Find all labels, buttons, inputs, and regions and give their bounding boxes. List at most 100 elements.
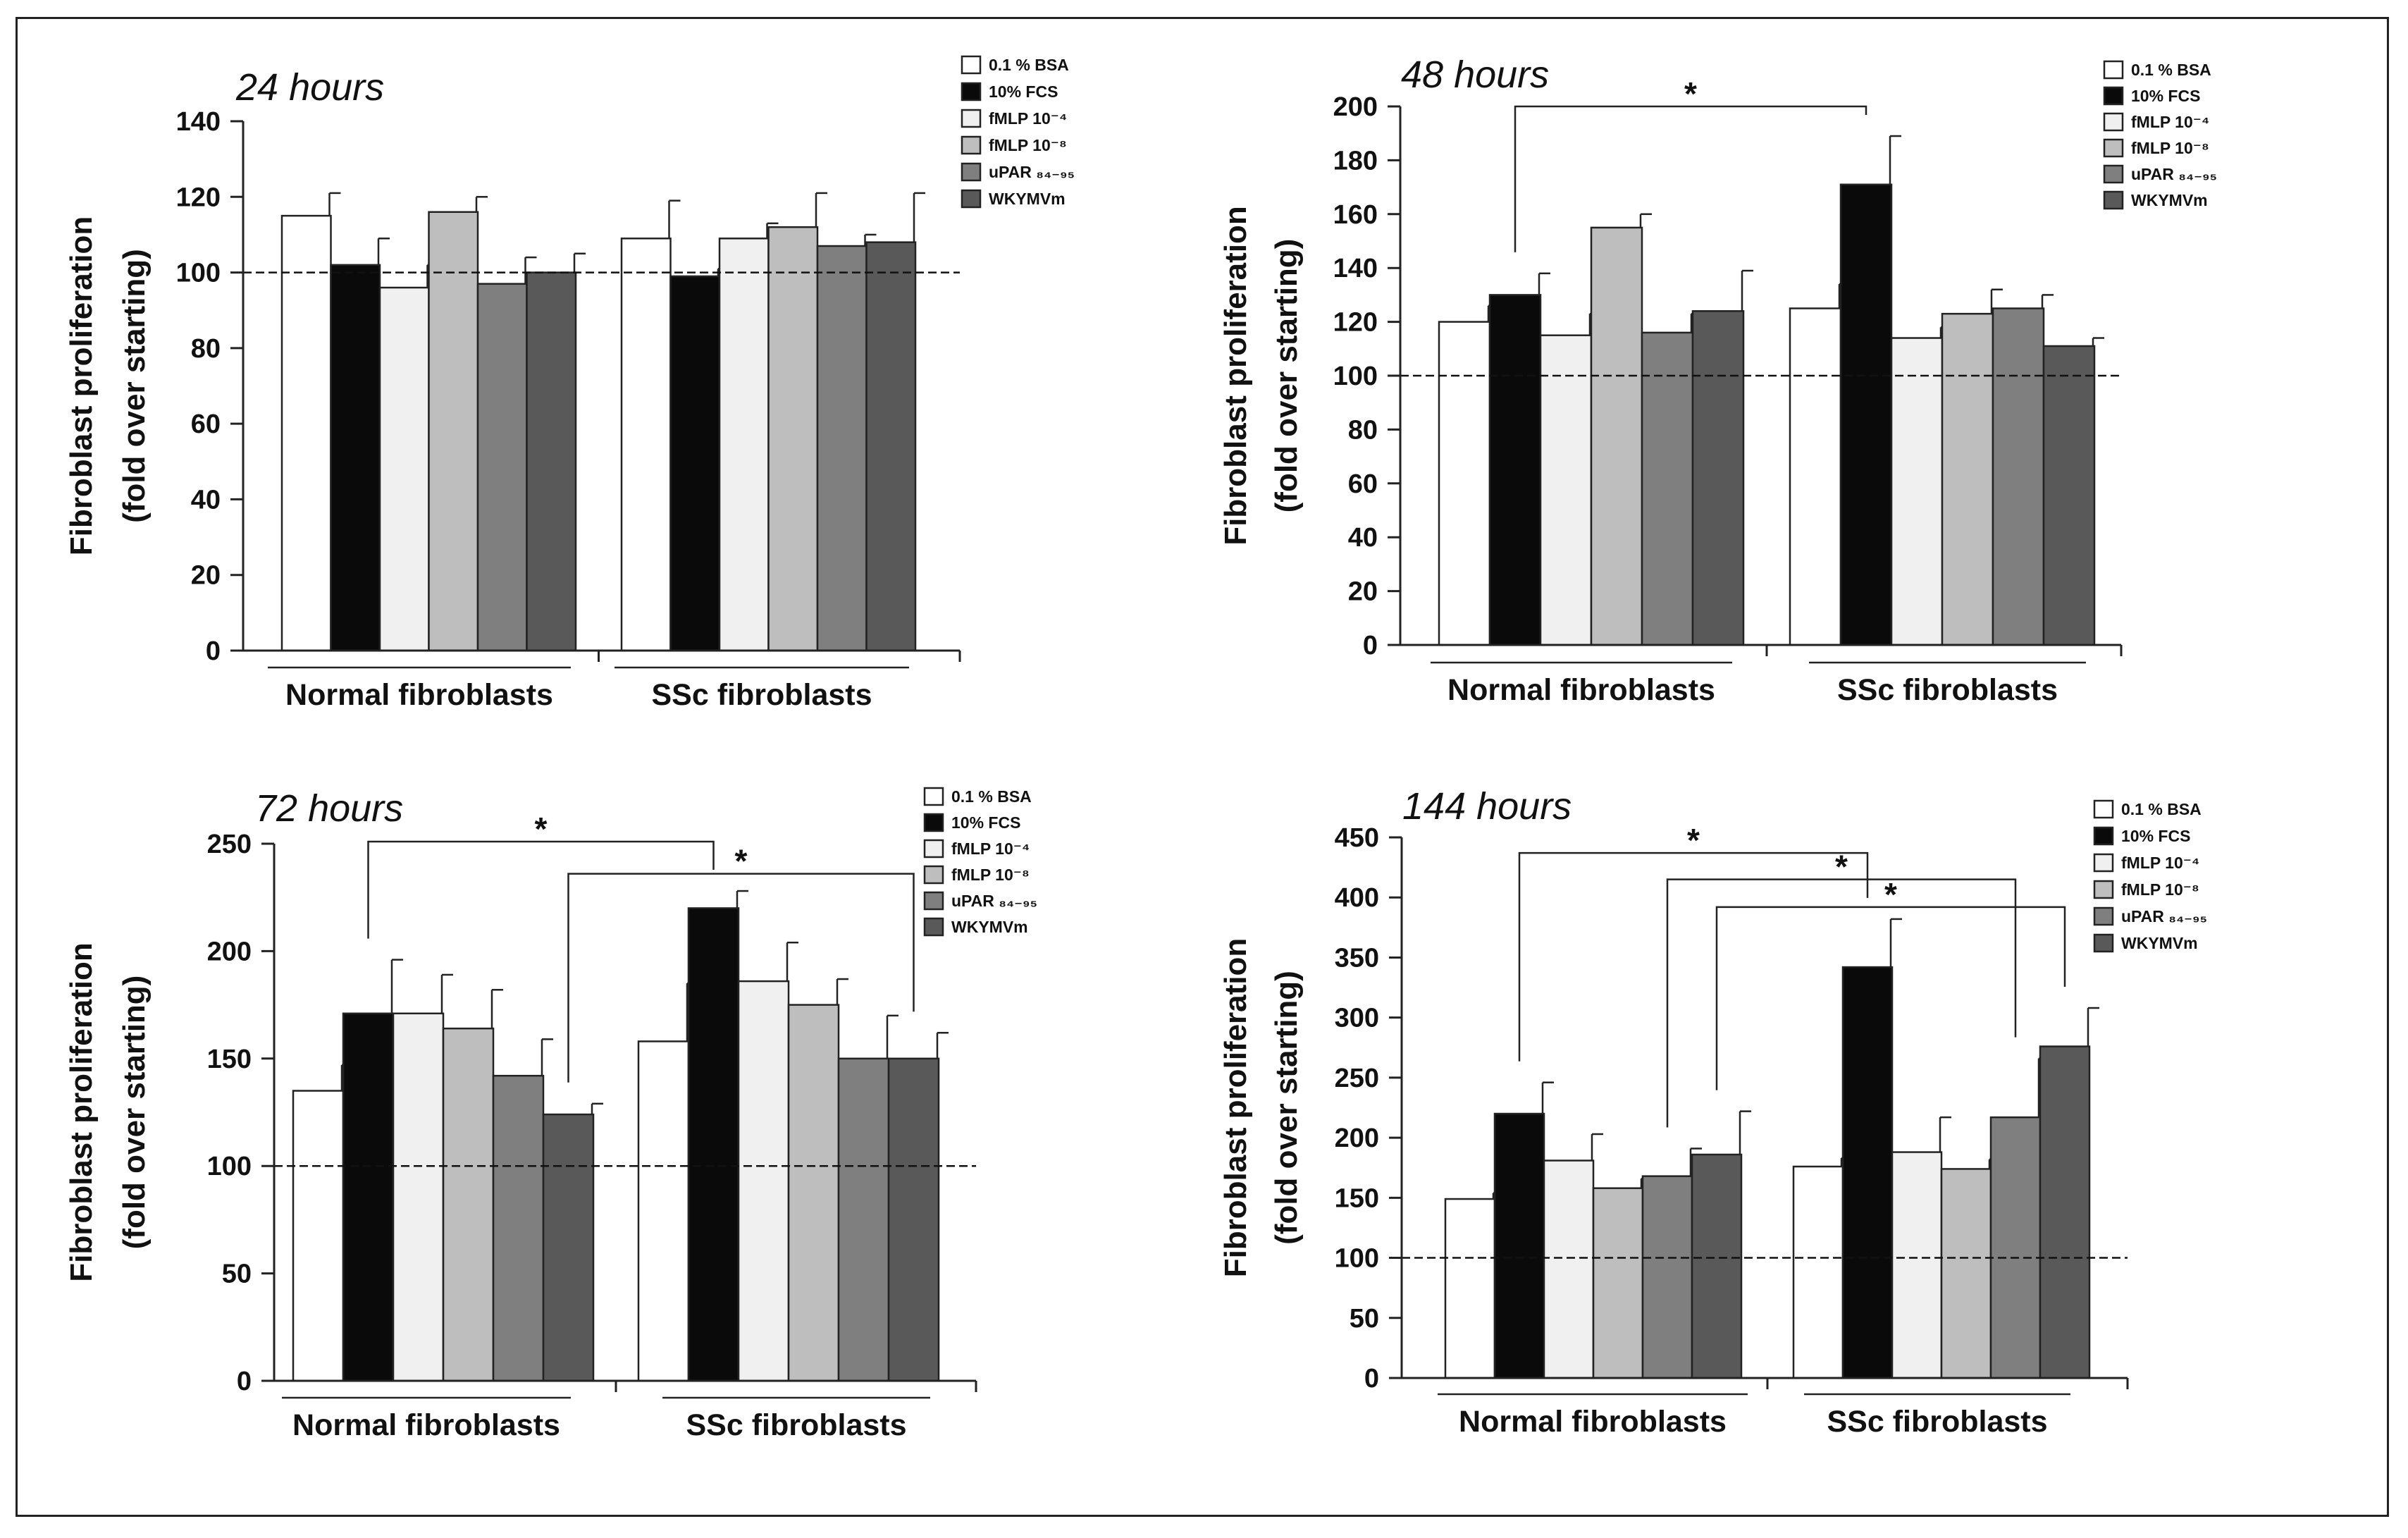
bar (428, 211, 479, 652)
chart-panel-3: 72 hours Fibroblast proliferation (fold ov… (64, 787, 1037, 1442)
group-label: Normal fibroblasts (1459, 1405, 1727, 1439)
y-axis-label: Fibroblast proliferation (1218, 206, 1253, 546)
y-tick-label: 0 (1364, 1364, 1379, 1394)
bar (1841, 966, 1894, 1379)
legend-swatch (923, 891, 944, 911)
y-tick-label: 20 (191, 561, 221, 591)
y-tick-label: 180 (1333, 146, 1378, 176)
bar (542, 1113, 595, 1382)
bar (2042, 345, 2096, 646)
bar (718, 238, 770, 652)
y-tick-label: 40 (1348, 523, 1378, 553)
bar (1592, 1187, 1644, 1379)
legend-swatch (2103, 138, 2124, 158)
y-axis-label-2: (fold over starting) (117, 976, 152, 1250)
bar (292, 1090, 345, 1382)
legend-label: WKYMVm (2131, 191, 2208, 209)
legend-label: fMLP 10⁻⁸ (2121, 880, 2199, 899)
bar (1691, 310, 1745, 646)
legend-swatch (961, 55, 982, 75)
y-tick-label: 0 (206, 636, 221, 666)
legend-swatch (923, 787, 944, 806)
legend-swatch (2093, 880, 2114, 899)
legend-label: 0.1 % BSA (2121, 800, 2202, 818)
bar (687, 907, 740, 1382)
significance-bracket (1518, 851, 1869, 1062)
bar (737, 980, 790, 1382)
bar (1789, 307, 1842, 646)
bar (1891, 1151, 1943, 1379)
y-tick-label: 100 (207, 1152, 252, 1181)
bar (816, 245, 868, 652)
y-axis-label: Fibroblast proliferation (64, 216, 99, 556)
y-tick-label: 160 (1333, 200, 1378, 230)
bar (1941, 312, 1994, 646)
legend-label: fMLP 10⁻⁸ (2131, 139, 2209, 157)
legend-swatch (923, 865, 944, 885)
bar (1493, 1112, 1545, 1379)
legend-swatch (2103, 190, 2124, 210)
bar (865, 241, 917, 652)
legend-swatch (2093, 826, 2114, 846)
bar (1641, 1175, 1693, 1379)
y-tick-label: 0 (1363, 631, 1378, 660)
y-tick-label: 300 (1335, 1004, 1379, 1033)
legend-label: fMLP 10⁻⁴ (989, 109, 1067, 128)
group-label: SSc fibroblasts (686, 1408, 906, 1442)
y-axis-label-2: (fold over starting) (1269, 239, 1304, 513)
legend-swatch (923, 839, 944, 859)
legend-swatch (2093, 933, 2114, 953)
significance-bracket (1715, 906, 2066, 1090)
bar (1691, 1153, 1743, 1379)
panel-title: 72 hours (255, 787, 403, 830)
legend-label: fMLP 10⁻⁸ (951, 866, 1030, 884)
significance-bracket (367, 840, 715, 939)
significance-star: * (1884, 876, 1897, 913)
panel-title: 144 hours (1402, 785, 1572, 828)
bar (1992, 307, 2045, 646)
y-tick-label: 50 (222, 1260, 252, 1289)
y-tick-label: 400 (1335, 883, 1379, 913)
legend-swatch (923, 813, 944, 832)
y-tick-label: 120 (1333, 308, 1378, 338)
legend-swatch (2103, 164, 2124, 184)
legend-label: fMLP 10⁻⁴ (951, 839, 1030, 858)
significance-star: * (735, 843, 748, 880)
legend-swatch (2103, 86, 2124, 106)
bar (476, 283, 528, 652)
bar (1792, 1165, 1844, 1379)
legend-label: WKYMVm (951, 918, 1028, 936)
bar (442, 1027, 495, 1382)
y-tick-label: 80 (191, 334, 221, 364)
y-axis-label-2: (fold over starting) (117, 249, 152, 523)
legend-label: 10% FCS (2131, 87, 2200, 105)
legend-label: uPAR ₈₄₋₉₅ (2121, 907, 2207, 925)
group-label: Normal fibroblasts (285, 678, 553, 712)
bar (887, 1057, 940, 1382)
panel-title: 24 hours (235, 66, 384, 109)
legend-label: 10% FCS (989, 82, 1058, 101)
y-tick-label: 120 (176, 183, 221, 212)
bar (330, 264, 381, 652)
legend-label: fMLP 10⁻⁸ (989, 136, 1067, 154)
bar (620, 238, 672, 652)
y-tick-label: 250 (1335, 1064, 1379, 1093)
y-tick-label: 40 (191, 485, 221, 515)
legend-label: 0.1 % BSA (989, 56, 1069, 74)
chart-panel-4: 144 hours Fibroblast proliferation (fold o… (1218, 785, 2207, 1439)
y-axis-label: Fibroblast proliferation (64, 942, 99, 1282)
y-tick-label: 100 (1335, 1244, 1379, 1274)
bar (767, 226, 819, 652)
bar (669, 275, 721, 652)
y-tick-label: 80 (1348, 415, 1378, 445)
bar (492, 1074, 545, 1382)
y-tick-label: 140 (176, 107, 221, 137)
y-tick-label: 200 (207, 937, 252, 966)
legend-swatch (2103, 112, 2124, 132)
legend-label: 10% FCS (951, 813, 1020, 832)
y-axis-label-2: (fold over starting) (1269, 971, 1304, 1245)
bar (837, 1057, 890, 1382)
legend-label: 0.1 % BSA (951, 787, 1032, 806)
legend-label: 10% FCS (2121, 827, 2190, 845)
